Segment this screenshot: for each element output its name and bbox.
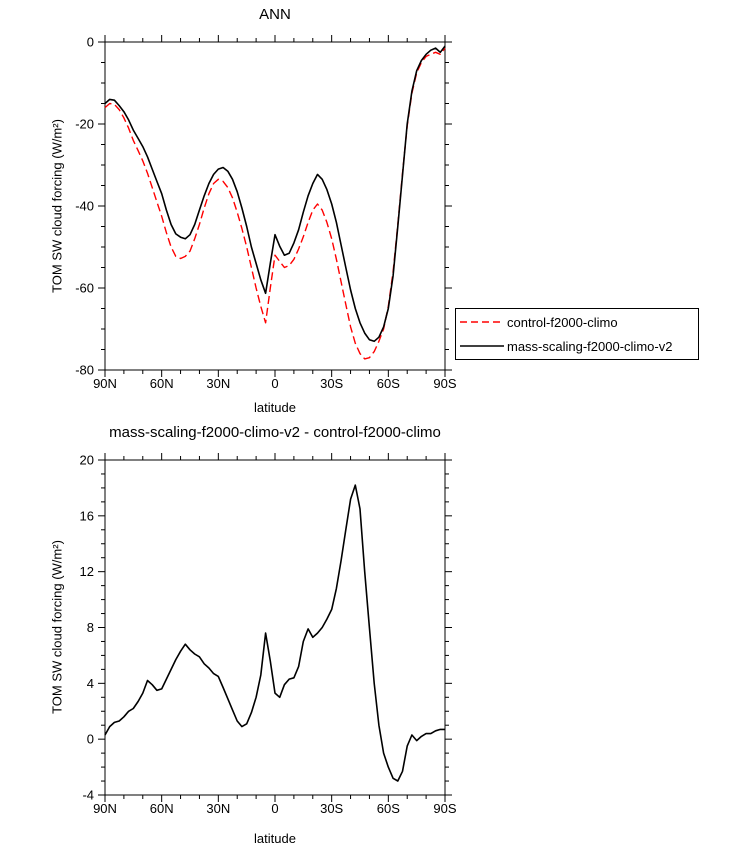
legend-item-control: control-f2000-climo — [456, 310, 698, 334]
svg-text:60S: 60S — [377, 376, 400, 391]
legend-black-solid-line-icon — [460, 345, 504, 347]
top-chart-canvas: 90N 60N 30N 0 30S 60S 90S 0 -20 -40 -60 -80 — [75, 35, 457, 392]
svg-text:16: 16 — [80, 508, 94, 523]
svg-text:30S: 30S — [320, 801, 343, 816]
bottom-chart-title: mass-scaling-f2000-climo-v2 - control-f2… — [109, 424, 441, 441]
svg-text:4: 4 — [87, 676, 94, 691]
svg-text:60N: 60N — [150, 801, 174, 816]
svg-text:60S: 60S — [377, 801, 400, 816]
legend-red-dashed-line-icon — [460, 321, 504, 323]
bottom-chart-canvas: 90N 60N 30N 0 30S 60S 90S 20 16 12 8 4 0 -4 — [80, 453, 457, 817]
svg-text:12: 12 — [80, 564, 94, 579]
svg-text:30N: 30N — [206, 801, 230, 816]
svg-text:0: 0 — [87, 732, 94, 747]
svg-text:8: 8 — [87, 620, 94, 635]
svg-text:0: 0 — [271, 376, 278, 391]
bottom-chart-x-axis-label: latitude — [254, 831, 296, 846]
top-chart-y-axis-label: TOM SW cloud forcing (W/m²) — [49, 119, 65, 293]
top-chart-panel: 90N 60N 30N 0 30S 60S 90S 0 -20 -40 -60 -80 ANN TOM… — [0, 0, 732, 420]
legend-box: control-f2000-climo mass-scaling-f2000-c… — [455, 308, 699, 360]
svg-text:90N: 90N — [93, 801, 117, 816]
top-chart-title: ANN — [259, 6, 291, 23]
svg-text:-60: -60 — [75, 281, 94, 296]
svg-text:90N: 90N — [93, 376, 117, 391]
svg-text:30S: 30S — [320, 376, 343, 391]
bottom-chart-panel: 90N 60N 30N 0 30S 60S 90S 20 16 12 8 4 0 -4 mass-scal… — [0, 420, 732, 847]
svg-text:0: 0 — [271, 801, 278, 816]
svg-text:90S: 90S — [433, 376, 456, 391]
svg-text:-20: -20 — [75, 117, 94, 132]
svg-text:-4: -4 — [82, 788, 94, 803]
svg-text:90S: 90S — [433, 801, 456, 816]
bottom-chart-y-axis-label: TOM SW cloud forcing (W/m²) — [49, 540, 65, 714]
svg-text:-80: -80 — [75, 363, 94, 378]
legend-item-mass-scaling: mass-scaling-f2000-climo-v2 — [456, 334, 698, 358]
top-chart-x-axis-label: latitude — [254, 400, 296, 415]
svg-text:60N: 60N — [150, 376, 174, 391]
svg-text:-40: -40 — [75, 199, 94, 214]
legend-label-mass-scaling: mass-scaling-f2000-climo-v2 — [507, 338, 673, 354]
svg-text:30N: 30N — [206, 376, 230, 391]
svg-text:0: 0 — [87, 35, 94, 50]
legend-label-control: control-f2000-climo — [507, 314, 618, 330]
svg-text:20: 20 — [80, 453, 94, 468]
